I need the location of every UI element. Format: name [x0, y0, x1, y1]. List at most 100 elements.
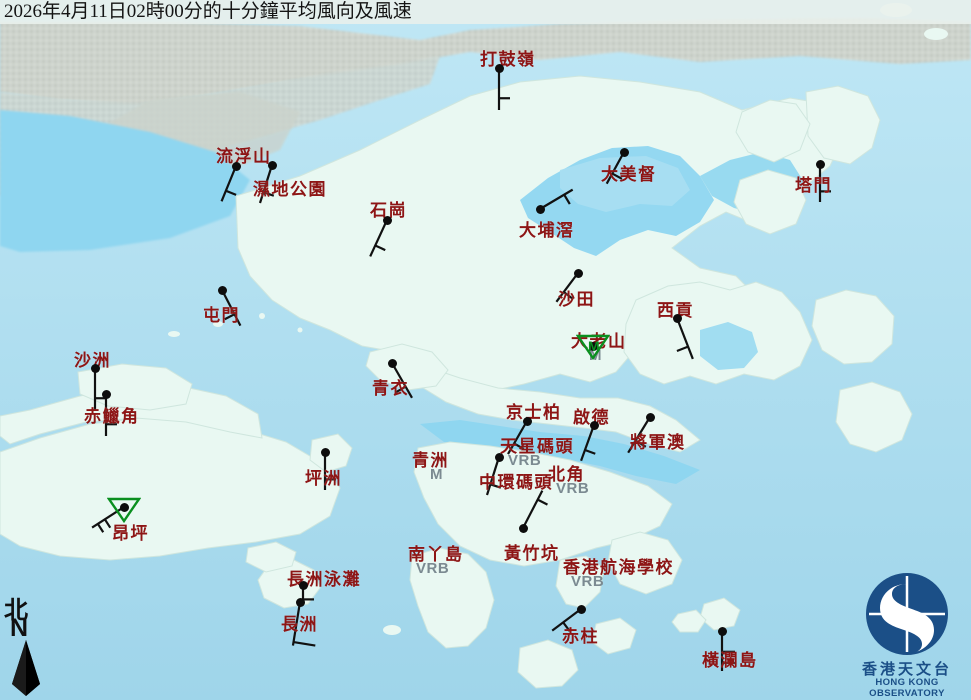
station-triangle-marker	[107, 497, 141, 523]
station-dot[interactable]	[267, 160, 277, 170]
wind-barb	[104, 394, 117, 436]
wind-barb	[391, 362, 413, 399]
station-label: 長洲	[281, 615, 318, 634]
station-dot[interactable]	[298, 580, 308, 590]
wind-barb	[291, 601, 316, 647]
station-dot[interactable]	[387, 358, 397, 368]
wind-barb	[369, 219, 388, 257]
station-dot[interactable]	[588, 341, 598, 351]
hko-logo: 香港天文台 HONG KONG OBSERVATORY	[846, 572, 968, 699]
station-triangle-marker	[576, 334, 610, 360]
small-islands	[168, 3, 948, 689]
station-dot[interactable]	[645, 412, 655, 422]
station-dot[interactable]	[320, 447, 330, 457]
station-label: 赤柱	[562, 627, 599, 646]
station-label: 塔門	[795, 176, 832, 195]
station-triangle-m-label: M	[588, 338, 600, 354]
station-label: 香港航海學校	[563, 558, 674, 577]
station-dot[interactable]	[494, 452, 504, 462]
station-label: 南丫島	[408, 545, 464, 564]
station-label: 流浮山	[216, 147, 272, 166]
deep-bay-water	[0, 110, 250, 252]
kowloon-hk-island	[413, 365, 701, 609]
station-wind-flag: VRB	[571, 573, 605, 590]
station-dot[interactable]	[522, 416, 532, 426]
hko-logo-en: HONG KONG OBSERVATORY	[869, 677, 945, 699]
wind-barb	[627, 416, 651, 454]
station-dot[interactable]	[535, 204, 545, 214]
station-dot[interactable]	[815, 159, 825, 169]
north-arrow-needle	[12, 640, 40, 696]
station-dot[interactable]	[295, 597, 305, 607]
north-arrow-en-label: N	[10, 614, 29, 642]
title-bar: 2026年4月11日02時00分的十分鐘平均風向及風速	[0, 0, 971, 24]
station-dot[interactable]	[494, 63, 504, 73]
station-label: 啟德	[573, 408, 610, 427]
wind-barb	[507, 420, 528, 455]
station-label: 打鼓嶺	[480, 50, 536, 69]
hko-logo-cn: 香港天文台	[861, 662, 952, 678]
station-dot[interactable]	[518, 523, 528, 533]
mirs-bay	[733, 85, 881, 235]
station-dot[interactable]	[90, 363, 100, 373]
wind-barb	[539, 188, 574, 210]
station-label: 西貢	[657, 301, 694, 320]
wind-barb	[720, 631, 735, 671]
wind-barb	[221, 289, 242, 327]
station-label: 沙洲	[74, 351, 111, 370]
wind-barb	[91, 506, 125, 533]
station-wind-flag: VRB	[416, 560, 450, 577]
station-label: 沙田	[558, 290, 595, 309]
station-label: 屯門	[203, 306, 240, 325]
station-label: 大美督	[601, 165, 657, 184]
station-dot[interactable]	[119, 502, 129, 512]
station-label: 坪洲	[305, 469, 342, 488]
wind-barb-layer	[91, 68, 831, 671]
station-wind-flag: M	[430, 466, 443, 483]
wind-barb	[605, 151, 625, 185]
wind-barb	[580, 424, 596, 462]
wind-barb	[323, 452, 336, 490]
sai-kung-land	[623, 281, 913, 453]
station-dot[interactable]	[589, 420, 599, 430]
station-label: 昂坪	[112, 524, 149, 543]
station-dot[interactable]	[576, 604, 586, 614]
wind-barb	[675, 317, 694, 360]
wind-barb	[497, 68, 510, 110]
station-label: 赤鱲角	[84, 407, 140, 426]
station-dot[interactable]	[717, 626, 727, 636]
wind-barb	[555, 272, 579, 303]
north-arrow-cn-label: 北	[4, 598, 28, 624]
station-label: 將軍澳	[630, 433, 686, 452]
wind-barb	[220, 165, 238, 202]
station-label: 橫瀾島	[702, 651, 758, 670]
station-wind-flag: VRB	[508, 452, 542, 469]
station-dot[interactable]	[672, 313, 682, 323]
station-label: 青洲	[412, 451, 449, 470]
station-dot[interactable]	[217, 285, 227, 295]
station-wind-flag: VRB	[556, 480, 590, 497]
station-label: 濕地公園	[253, 180, 327, 199]
station-dot[interactable]	[382, 215, 392, 225]
station-label: 中環碼頭	[479, 473, 553, 492]
page-title: 2026年4月11日02時00分的十分鐘平均風向及風速	[4, 1, 412, 22]
station-label: 大埔滘	[519, 221, 575, 240]
station-dot[interactable]	[231, 161, 241, 171]
station-label: 天星碼頭	[500, 437, 574, 456]
wind-barb	[818, 164, 831, 202]
station-dot[interactable]	[101, 389, 111, 399]
hko-logo-mark	[866, 573, 948, 655]
wind-barb	[522, 490, 548, 529]
station-dot[interactable]	[573, 268, 583, 278]
station-label: 北角	[548, 465, 585, 484]
wind-barb	[551, 608, 582, 632]
north-arrow: 北 N	[4, 590, 60, 696]
station-label: 青衣	[372, 379, 409, 398]
station-label: 黃竹坑	[504, 544, 560, 563]
wind-barb	[485, 456, 502, 496]
station-label: 石崗	[370, 201, 407, 220]
wind-barb	[258, 164, 275, 204]
station-dot[interactable]	[619, 147, 629, 157]
